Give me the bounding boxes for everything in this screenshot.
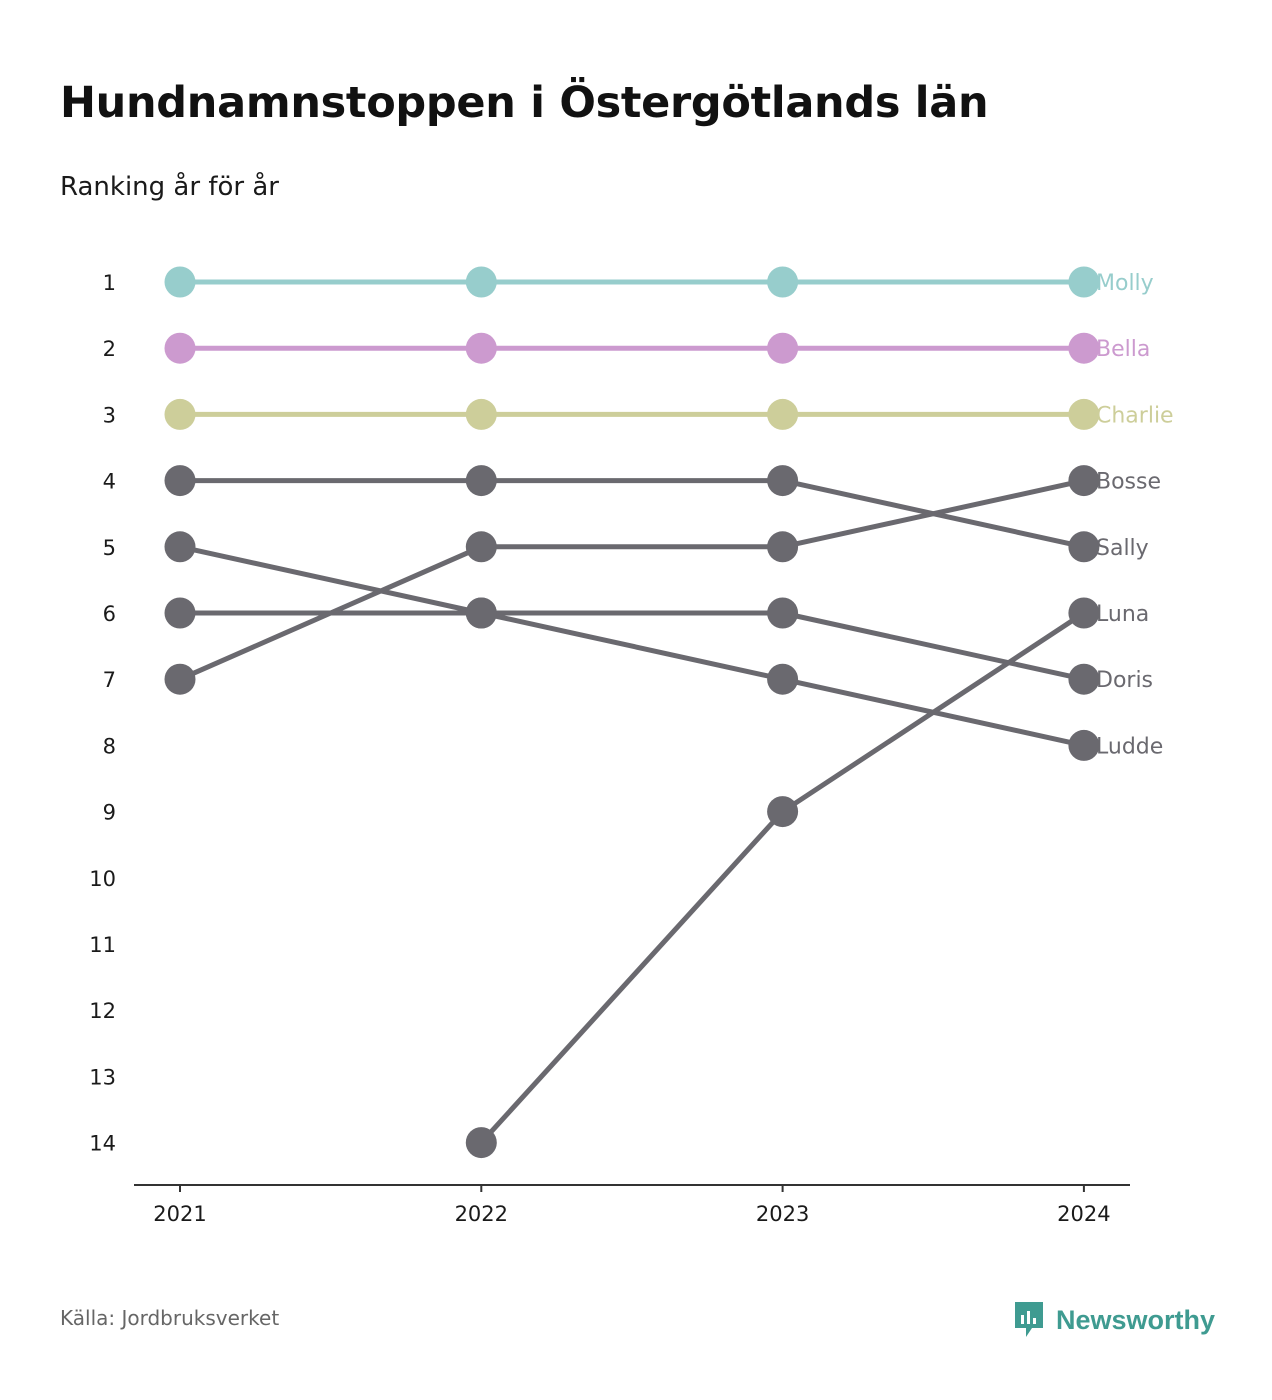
data-point-doris [1068,663,1100,695]
data-point-sally [767,465,799,497]
y-tick-label: 6 [103,602,116,626]
source-note: Källa: Jordbruksverket [60,1306,280,1330]
chart-title: Hundnamnstoppen i Östergötlands län [60,78,989,128]
data-point-sally [164,465,196,497]
data-point-molly [465,266,497,298]
y-tick-label: 3 [103,403,116,427]
y-tick-label: 11 [89,933,116,957]
y-tick-label: 8 [103,734,116,758]
series-line-ludde [179,544,1085,748]
brand-name: Newsworthy [1056,1304,1216,1335]
data-point-bosse [465,531,497,563]
y-tick-label: 10 [89,867,116,891]
data-point-luna [1068,597,1100,629]
series-line-doris [180,610,1085,682]
x-tick-label: 2024 [1057,1202,1110,1226]
data-point-ludde [767,663,799,695]
data-point-bella [164,332,196,364]
data-point-charlie [1068,398,1100,430]
data-point-molly [1068,266,1100,298]
series-label-bosse: Bosse [1096,470,1161,495]
series-label-molly: Molly [1096,271,1154,296]
y-tick-label: 7 [103,668,116,692]
data-point-bella [465,332,497,364]
series-line-sally [180,478,1085,550]
data-point-doris [164,597,196,629]
data-point-bosse [164,663,196,695]
data-point-sally [1068,531,1100,563]
data-point-charlie [164,398,196,430]
series-points [164,266,1100,1159]
series-label-charlie: Charlie [1096,403,1174,428]
series-label-luna: Luna [1096,602,1149,627]
data-point-molly [164,266,196,298]
data-point-bella [767,332,799,364]
newsworthy-brand[interactable]: Newsworthy [1012,1300,1215,1340]
data-point-bosse [767,531,799,563]
data-point-ludde [1068,729,1100,761]
data-point-doris [767,597,799,629]
data-point-charlie [767,398,799,430]
y-tick-label: 1 [103,271,116,295]
series-label-sally: Sally [1096,536,1149,561]
y-tick-label: 2 [103,337,116,361]
x-tick-label: 2022 [455,1202,508,1226]
y-tick-label: 12 [89,999,116,1023]
y-tick-label: 14 [89,1132,116,1156]
x-axis-ticks: 2021 2022 2023 2024 [153,1185,1111,1226]
data-point-sally [465,465,497,497]
data-point-bosse [1068,465,1100,497]
series-label-ludde: Ludde [1096,734,1163,759]
y-tick-label: 13 [89,1065,116,1089]
data-point-luna [767,796,799,828]
data-point-luna [465,1127,497,1159]
series-label-bella: Bella [1096,337,1150,362]
series-labels: Molly Bella Charlie Bosse Sally Luna Doris Ludd… [1096,271,1174,759]
data-point-molly [767,266,799,298]
data-point-ludde [465,597,497,629]
newsworthy-logo-icon [1015,1302,1043,1337]
series-lines [178,279,1086,1145]
y-tick-label: 9 [103,801,116,825]
data-point-ludde [164,531,196,563]
x-tick-label: 2021 [153,1202,206,1226]
y-tick-label: 5 [103,536,116,560]
y-tick-label: 4 [103,470,116,494]
data-point-charlie [465,398,497,430]
data-point-bella [1068,332,1100,364]
series-label-doris: Doris [1096,668,1153,693]
chart-subtitle: Ranking år för år [60,172,279,202]
x-tick-label: 2023 [756,1202,809,1226]
